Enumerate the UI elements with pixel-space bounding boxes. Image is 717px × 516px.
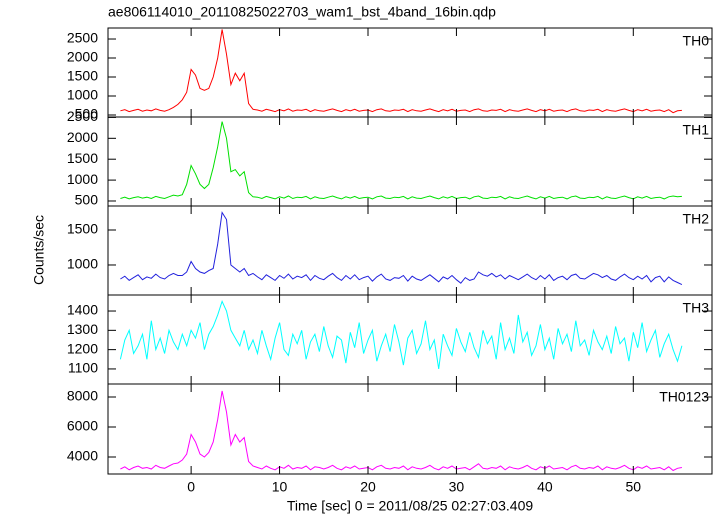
- y-tick-label: 1100: [68, 360, 98, 376]
- y-tick-label: 8000: [67, 388, 98, 404]
- y-tick-label: 1400: [67, 302, 98, 318]
- panel-frame: [107, 116, 713, 207]
- y-tick-label: 1500: [67, 68, 98, 84]
- y-tick-label: 500: [75, 192, 99, 208]
- y-tick-label: 1000: [67, 87, 98, 103]
- y-axis-label: Counts/sec: [31, 215, 47, 285]
- panel-label: TH3: [683, 300, 710, 316]
- x-tick-label: 10: [272, 479, 288, 495]
- panel-frame: [107, 383, 713, 475]
- x-tick-label: 20: [360, 479, 376, 495]
- series-line: [120, 29, 682, 114]
- series-line: [120, 121, 682, 200]
- y-tick-label: 2500: [67, 108, 98, 124]
- y-tick-label: 1200: [67, 340, 98, 356]
- y-tick-label: 2000: [67, 129, 98, 145]
- y-tick-label: 2500: [67, 30, 98, 46]
- y-tick-label: 1000: [67, 171, 98, 187]
- series-line: [120, 390, 682, 472]
- x-axis-label: Time [sec] 0 = 2011/08/25 02:27:03.409: [287, 498, 534, 514]
- panel-label: TH2: [683, 211, 710, 227]
- x-tick-label: 30: [449, 479, 465, 495]
- y-tick-label: 1300: [67, 321, 98, 337]
- y-tick-label: 500: [75, 106, 99, 122]
- y-tick-label: 1000: [67, 256, 98, 272]
- panel-label: TH1: [683, 122, 710, 138]
- x-tick-label: 40: [537, 479, 553, 495]
- x-tick-label: 0: [187, 479, 195, 495]
- series-line: [119, 300, 683, 369]
- y-tick-label: 4000: [67, 448, 98, 464]
- chart-title: ae806114010_20110825022703_wam1_bst_4ban…: [108, 4, 496, 20]
- panel-frame: [107, 205, 713, 296]
- panel-label: TH0123: [659, 389, 709, 405]
- panel-frame: [107, 294, 713, 385]
- y-tick-label: 1500: [67, 150, 98, 166]
- panel-label: TH0: [683, 33, 710, 49]
- y-tick-label: 6000: [67, 418, 98, 434]
- panel-frame: [107, 27, 713, 118]
- y-tick-label: 1500: [67, 221, 98, 237]
- y-tick-label: 2000: [67, 49, 98, 65]
- x-tick-label: 50: [626, 479, 642, 495]
- series-line: [120, 211, 683, 286]
